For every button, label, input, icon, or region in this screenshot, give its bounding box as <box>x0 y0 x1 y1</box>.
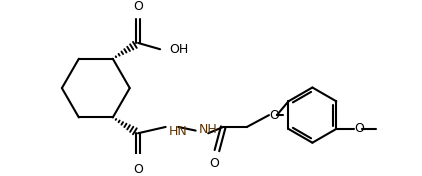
Text: O: O <box>210 157 219 170</box>
Text: HN: HN <box>169 125 187 138</box>
Text: O: O <box>354 122 364 135</box>
Text: O: O <box>133 163 143 176</box>
Text: O: O <box>270 109 279 122</box>
Text: O: O <box>133 0 143 13</box>
Text: OH: OH <box>170 43 189 56</box>
Text: NH: NH <box>199 123 217 136</box>
